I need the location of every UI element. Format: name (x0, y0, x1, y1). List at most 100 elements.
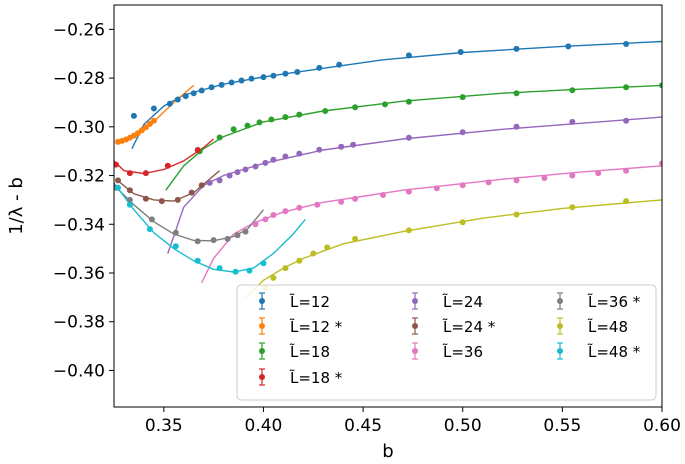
point-l24-star (115, 177, 121, 184)
x-tick-label: 0.55 (543, 416, 581, 436)
point-l18 (216, 134, 223, 141)
point-l36 (252, 221, 259, 228)
point-l18 (352, 104, 359, 111)
y-tick-label: −0.26 (53, 20, 105, 40)
fit-line-l18-star (114, 138, 215, 175)
point-l36 (541, 175, 548, 181)
legend-entry-l36-star: L̃=36 * (557, 292, 641, 311)
x-tick-label: 0.45 (344, 416, 382, 436)
point-l18 (256, 119, 263, 126)
legend-entry-l12: L̃=12 (259, 292, 330, 311)
point-l18-star (194, 147, 201, 153)
point-l12 (513, 45, 520, 52)
point-l36 (270, 212, 277, 218)
y-axis-label: 1/λ - b (6, 177, 27, 235)
point-l36 (623, 167, 630, 174)
point-l12 (405, 52, 412, 59)
point-l12 (174, 96, 181, 103)
point-l12 (316, 64, 323, 71)
y-tick-label: −0.34 (53, 215, 105, 235)
fit-line-l48-star (114, 182, 306, 273)
point-l24 (405, 134, 412, 141)
point-l48 (623, 198, 630, 205)
legend: L̃=12 L̃=12 * L̃=18 L̃=18 * L̃=24 L̃=24 * L̃=3… (236, 284, 657, 401)
point-l12 (294, 69, 301, 75)
fit-curves (114, 40, 662, 298)
point-l18 (513, 90, 520, 97)
point-l48-star (260, 260, 267, 267)
point-l36-star (148, 216, 155, 223)
point-l18-star (164, 162, 171, 169)
point-l12 (457, 49, 464, 55)
y-axis: −0.26 −0.28 −0.30 −0.32 −0.34 −0.36 −0.38 −0.40 (53, 20, 114, 381)
point-l12 (238, 77, 245, 84)
point-l48-star (146, 226, 153, 233)
plot-frame (113, 4, 663, 408)
x-axis: 0.35 0.40 0.45 0.50 0.55 0.60 (145, 407, 681, 436)
point-l18 (459, 94, 466, 101)
point-l24 (270, 156, 277, 163)
point-l18 (659, 82, 662, 89)
point-l36-star (224, 235, 231, 242)
legend-entry-l48-star: L̃=48 * (557, 342, 641, 361)
point-l48-star (115, 184, 121, 191)
point-l12 (228, 79, 235, 86)
point-l18-star (142, 170, 149, 177)
point-l24 (350, 141, 357, 148)
point-l18 (230, 126, 237, 133)
point-l24 (513, 123, 520, 130)
point-l12 (166, 100, 173, 107)
point-l24 (262, 159, 269, 166)
legend-label: L̃=24 * (442, 317, 496, 336)
point-l18 (268, 116, 275, 123)
point-l24 (338, 143, 345, 150)
legend-entry-l18: L̃=18 (259, 342, 330, 361)
point-l48 (513, 211, 520, 218)
point-l48 (352, 235, 359, 242)
fit-line-l48 (245, 199, 662, 298)
point-l48-star (246, 267, 253, 274)
fit-line-l18 (165, 84, 662, 191)
legend-entry-l36: L̃=36 (412, 342, 483, 361)
y-tick-label: −0.36 (53, 264, 105, 284)
point-l36 (262, 216, 269, 223)
point-l36-star (242, 228, 249, 235)
point-l36 (352, 195, 359, 202)
point-l48 (459, 219, 466, 226)
point-l12-star (146, 120, 153, 127)
point-l24 (252, 163, 259, 170)
point-l36-star (172, 229, 179, 236)
point-l24-star (188, 189, 195, 196)
y-tick-label: −0.30 (53, 118, 105, 138)
legend-entry-l24: L̃=24 (412, 292, 483, 311)
point-l12 (248, 75, 255, 82)
point-l18 (405, 98, 412, 105)
point-l12 (623, 41, 630, 47)
point-l18 (244, 122, 251, 129)
y-tick-label: −0.28 (53, 69, 105, 89)
point-l24 (234, 169, 241, 176)
point-l48 (270, 274, 277, 281)
fit-line-l36 (201, 165, 662, 284)
point-l12 (270, 72, 277, 79)
point-l36 (659, 160, 662, 167)
point-l12 (190, 90, 197, 97)
legend-entry-l24-star: L̃=24 * (412, 317, 496, 336)
point-l18 (569, 87, 576, 94)
point-l18 (296, 111, 303, 118)
point-l12 (282, 70, 289, 77)
point-l36 (485, 179, 492, 186)
legend-label: L̃=48 (587, 317, 628, 336)
point-l36-star (210, 237, 217, 244)
point-l48 (569, 204, 576, 211)
x-tick-label: 0.50 (444, 416, 482, 436)
point-l24-star (158, 198, 165, 205)
point-l48-star (232, 268, 239, 275)
point-l36 (380, 192, 386, 198)
point-l12 (336, 61, 343, 68)
point-l24-star (174, 196, 181, 203)
legend-label: L̃=18 * (289, 368, 343, 387)
point-l12-star (150, 117, 157, 124)
point-l18-star (114, 161, 119, 168)
y-tick-label: −0.32 (53, 167, 105, 187)
